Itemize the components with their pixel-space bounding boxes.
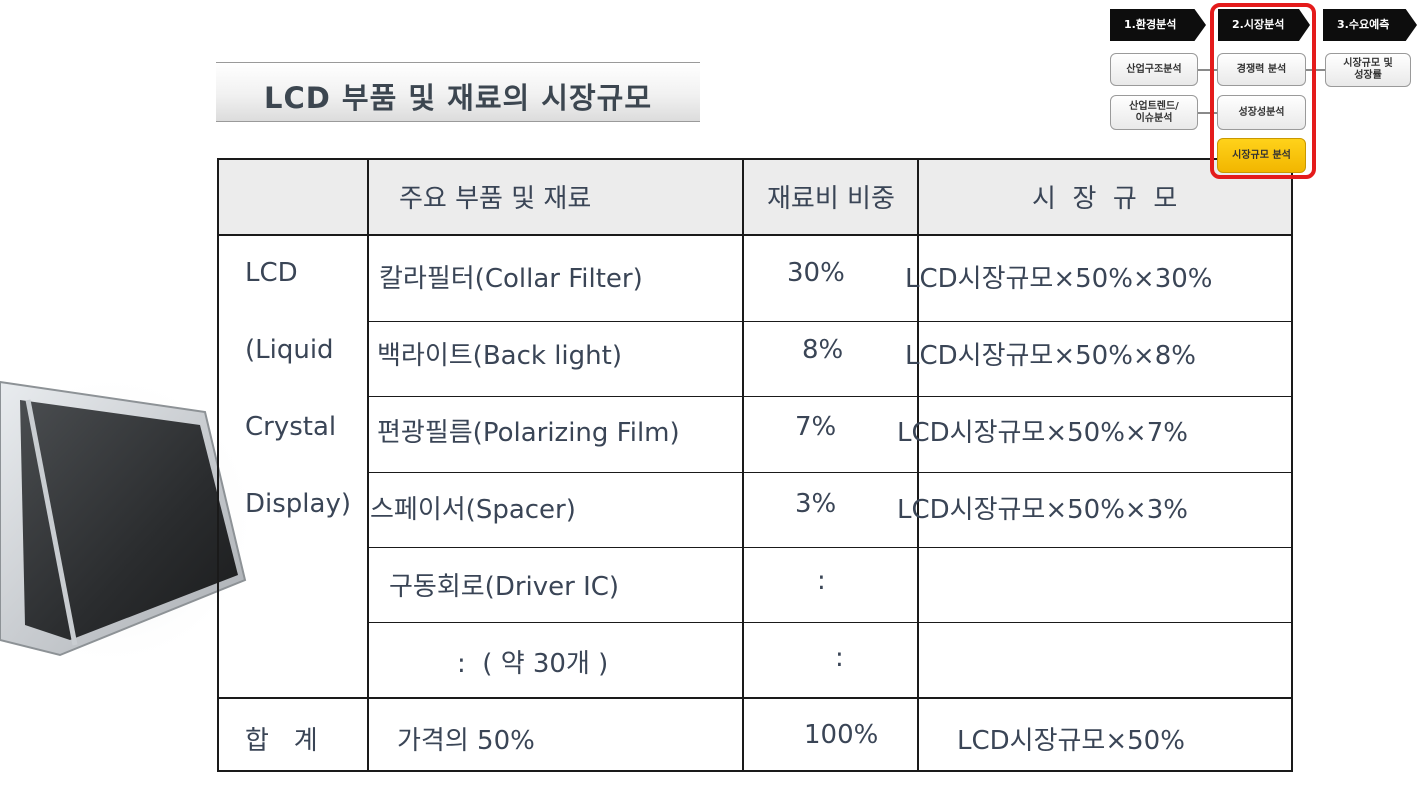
connector-line <box>1197 112 1217 114</box>
nav-box-industry-structure[interactable]: 산업구조분석 <box>1110 53 1198 86</box>
component-name: 구동회로(Driver IC) <box>389 572 620 602</box>
market-size-formula: LCD시장규모×50%×8% <box>905 341 1196 371</box>
category-line: Crystal <box>245 412 337 442</box>
row-divider <box>367 472 1293 473</box>
nav-box-label: 시장규모 및 <box>1343 58 1393 69</box>
total-share: 100% <box>804 720 879 750</box>
component-name: 칼라필터(Collar Filter) <box>379 264 643 294</box>
title-bar: LCD 부품 및 재료의 시장규모 <box>216 62 700 122</box>
column-divider <box>917 158 919 772</box>
category-line: LCD <box>245 258 298 288</box>
nav-box-market-size[interactable]: 시장규모 분석 <box>1217 138 1306 173</box>
market-size-formula: LCD시장규모×50%×30% <box>905 264 1213 294</box>
header-market-size: 시 장 규 모 <box>1032 184 1178 214</box>
table-header-divider <box>217 234 1293 236</box>
total-row-divider <box>217 697 1293 699</box>
material-share: 30% <box>787 258 845 288</box>
page-title: LCD 부품 및 재료의 시장규모 <box>263 81 653 115</box>
row-divider <box>367 396 1293 397</box>
row-divider <box>367 622 1293 623</box>
nav-box-competition[interactable]: 경쟁력 분석 <box>1217 53 1306 86</box>
nav-step-2[interactable]: 2.시장분석 <box>1218 9 1310 41</box>
header-components: 주요 부품 및 재료 <box>399 184 592 214</box>
component-name: 백라이트(Back light) <box>377 341 622 371</box>
nav-box-industry-trend[interactable]: 산업트렌드/ 이슈분석 <box>1110 95 1198 130</box>
material-share: : <box>817 566 826 596</box>
nav-box-label: 성장성분석 <box>1238 106 1285 118</box>
category-line: (Liquid <box>245 335 334 365</box>
header-material-share: 재료비 비중 <box>767 184 895 214</box>
column-divider <box>367 158 369 772</box>
material-share: : <box>835 643 844 673</box>
table-border-left <box>217 158 219 772</box>
component-name: : ( 약 30개 ) <box>457 649 609 679</box>
component-name: 스페이서(Spacer) <box>370 495 576 525</box>
category-line: Display) <box>245 489 351 519</box>
nav-box-growth[interactable]: 성장성분석 <box>1217 95 1306 130</box>
current-step-highlight <box>1210 3 1316 179</box>
table-border-right <box>1291 158 1293 772</box>
connector-line <box>1197 69 1217 71</box>
table-border-bottom <box>217 770 1293 772</box>
table-border-top <box>217 158 1293 160</box>
row-divider <box>367 547 1293 548</box>
material-share: 3% <box>795 489 837 519</box>
material-share: 8% <box>802 335 844 365</box>
total-item: 가격의 50% <box>397 726 535 756</box>
nav-box-label: 경쟁력 분석 <box>1236 63 1287 75</box>
nav-box-label: 산업트렌드/ <box>1129 100 1179 112</box>
component-name: 편광필름(Polarizing Film) <box>377 418 680 448</box>
nav-step-1[interactable]: 1.환경분석 <box>1110 9 1206 41</box>
total-label: 합 계 <box>245 726 318 756</box>
nav-box-label: 시장규모 분석 <box>1232 149 1291 161</box>
market-size-table: 주요 부품 및 재료 재료비 비중 시 장 규 모 LCD (Liquid Cr… <box>217 158 1293 772</box>
nav-box-size-growth[interactable]: 시장규모 및 성장률 <box>1325 53 1411 87</box>
nav-box-label: 이슈분석 <box>1135 112 1173 124</box>
total-market-size: LCD시장규모×50% <box>957 726 1185 756</box>
market-size-formula: LCD시장규모×50%×3% <box>897 495 1188 525</box>
material-share: 7% <box>795 412 837 442</box>
lcd-monitor-image <box>0 370 250 670</box>
column-divider <box>742 158 744 772</box>
nav-box-label: 성장률 <box>1354 70 1382 81</box>
nav-box-label: 산업구조분석 <box>1126 63 1182 75</box>
table-header-bg <box>217 158 1293 235</box>
market-size-formula: LCD시장규모×50%×7% <box>897 418 1188 448</box>
nav-step-3[interactable]: 3.수요예측 <box>1323 9 1417 41</box>
row-divider <box>367 321 1293 322</box>
